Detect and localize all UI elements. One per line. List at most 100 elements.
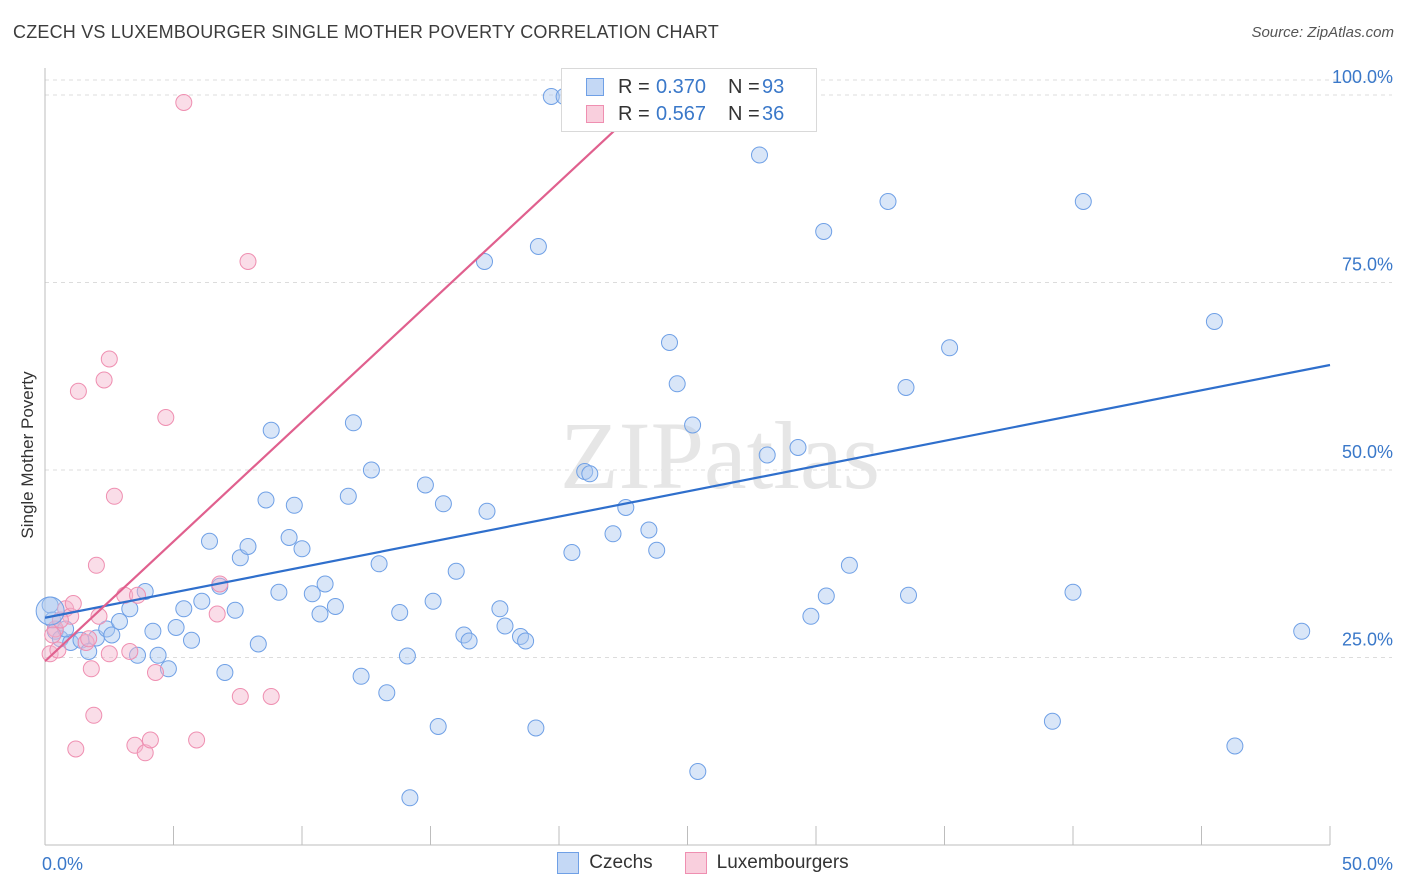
data-point-czechs [512, 628, 529, 645]
data-point-luxembourgers [136, 744, 154, 762]
data-point-luxembourgers [44, 626, 62, 644]
data-point-luxembourgers [80, 630, 98, 648]
data-point-czechs [1074, 193, 1092, 210]
data-point-luxembourgers [100, 350, 118, 368]
data-point-czechs [1293, 622, 1311, 640]
data-point-czechs [326, 598, 344, 615]
y-tick-label: 100.0% [1332, 67, 1393, 87]
data-point-czechs [257, 491, 275, 509]
data-point-czechs [280, 529, 298, 546]
data-point-luxembourgers [64, 595, 82, 612]
data-point-luxembourgers [121, 643, 139, 660]
data-point-luxembourgers [262, 688, 280, 705]
y-tick-label: 75.0% [1342, 255, 1393, 275]
r-value: 0.370 [656, 75, 707, 98]
data-point-luxembourgers [87, 556, 105, 574]
n-label: N = [728, 102, 760, 125]
data-point-czechs [344, 414, 362, 432]
data-point-czechs [391, 604, 409, 621]
data-point-czechs [103, 626, 121, 644]
data-point-czechs-cluster [35, 596, 65, 626]
data-point-czechs [496, 617, 514, 635]
data-point-czechs [897, 379, 915, 396]
data-point-czechs [802, 607, 820, 625]
data-point-luxembourgers [208, 605, 226, 623]
data-point-luxembourgers [95, 371, 113, 389]
data-point-czechs [789, 439, 807, 456]
y-tick-label: 25.0% [1342, 630, 1393, 650]
data-point-luxembourgers [82, 660, 100, 678]
data-point-czechs [293, 540, 311, 558]
trendlines [44, 90, 1331, 663]
data-point-czechs [144, 622, 162, 640]
data-point-czechs [668, 375, 686, 393]
data-point-luxembourgers [85, 706, 103, 724]
data-point-luxembourgers [147, 664, 164, 681]
data-point-luxembourgers [157, 409, 175, 426]
n-label: N = [728, 75, 760, 98]
data-point-czechs [401, 789, 419, 807]
data-point-czechs [424, 592, 442, 610]
data-point-czechs [362, 461, 380, 479]
legend-swatch-luxembourgers [684, 852, 707, 874]
data-point-czechs [352, 667, 370, 685]
data-point-czechs [491, 600, 509, 618]
data-point-czechs [527, 719, 545, 737]
data-point-czechs [542, 88, 560, 105]
data-point-czechs [398, 647, 416, 665]
data-point-luxembourgers [100, 645, 118, 663]
data-point-czechs [239, 538, 257, 555]
data-point-czechs [136, 583, 154, 600]
data-point-czechs [563, 544, 581, 561]
data-point-luxembourgers [105, 487, 123, 505]
data-point-czechs [167, 619, 185, 636]
data-point-czechs [416, 476, 434, 494]
data-point-czechs [175, 600, 193, 618]
data-point-czechs [193, 592, 211, 610]
data-point-czechs [604, 525, 622, 543]
data-point-czechs [378, 684, 396, 702]
data-point-czechs [370, 555, 388, 573]
trendline-czechs [44, 363, 1331, 619]
r-value: 0.567 [656, 102, 707, 125]
legend-label-luxembourgers: Luxembourgers [716, 852, 849, 873]
chart-title: CZECH VS LUXEMBOURGER SINGLE MOTHER POVE… [13, 22, 719, 42]
data-point-czechs [529, 238, 547, 255]
series-legend: Czechs Luxembourgers [0, 852, 1406, 874]
data-point-czechs [447, 562, 465, 580]
data-point-czechs [817, 587, 835, 605]
data-point-czechs [684, 416, 702, 434]
legend-row-czechs: R = 0.370 N = 93 [586, 73, 784, 101]
correlation-legend: R = 0.370 N = 93 R = 0.567 N = 36 [561, 68, 817, 132]
legend-swatch-luxembourgers [586, 105, 604, 123]
data-point-luxembourgers [141, 731, 159, 749]
data-point-czechs [840, 556, 858, 574]
data-point-luxembourgers [41, 645, 59, 663]
data-point-czechs [159, 660, 177, 678]
legend-item-luxembourgers: Luxembourgers [684, 852, 849, 874]
data-point-czechs [640, 521, 658, 539]
data-point-czechs [689, 763, 707, 780]
data-point-czechs [216, 664, 234, 681]
data-point-czechs [661, 334, 678, 351]
data-point-luxembourgers [231, 688, 249, 705]
data-point-luxembourgers [69, 382, 87, 400]
n-value: 36 [762, 102, 785, 125]
x-tick-label: 50.0% [1342, 854, 1393, 874]
x-tick-label: 0.0% [42, 854, 83, 874]
data-point-czechs [262, 421, 280, 439]
data-point-czechs [1226, 737, 1244, 755]
data-point-czechs [311, 605, 329, 623]
data-point-czechs [434, 495, 452, 513]
data-point-czechs [900, 586, 917, 604]
legend-swatch-czechs [557, 852, 580, 874]
data-point-luxembourgers [239, 253, 257, 270]
tick-labels: 25.0% 50.0% 75.0% 100.0% 0.0% 50.0% [42, 67, 1393, 874]
data-point-czechs [429, 718, 447, 735]
data-point-czechs [581, 465, 599, 483]
data-point-czechs [149, 646, 167, 664]
data-point-czechs [270, 583, 288, 601]
trendline-luxembourgers [44, 90, 658, 663]
data-point-czechs [648, 541, 666, 559]
y-axis-label: Single Mother Poverty [18, 371, 37, 539]
